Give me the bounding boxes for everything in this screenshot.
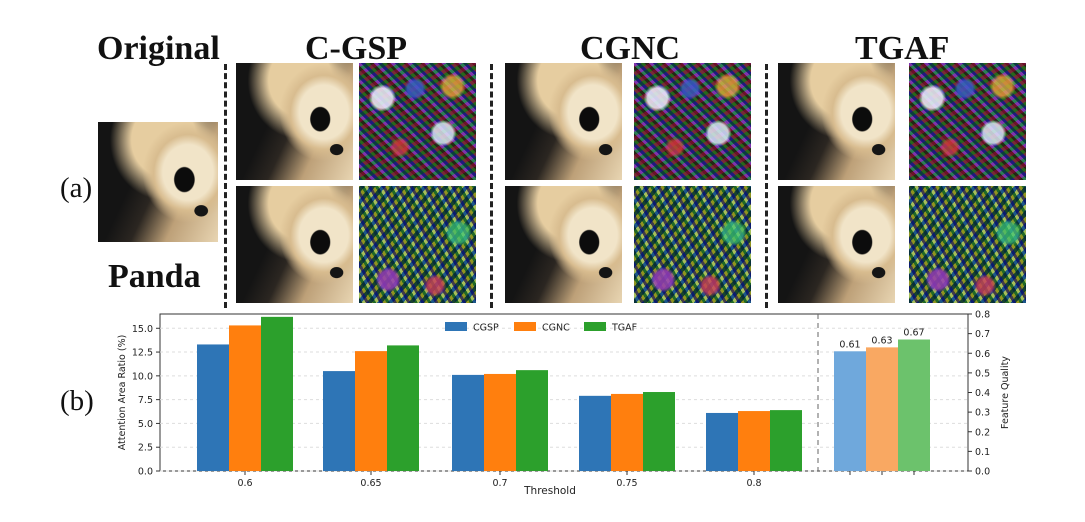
y2-axis-label: Feature Quality [1000, 356, 1011, 429]
x-tick-label: 0.6 [237, 478, 252, 489]
cgsp-adv-image-1 [236, 63, 353, 180]
panel-a-label: (a) [60, 172, 93, 204]
y2-tick-label: 0.5 [975, 368, 990, 379]
legend-swatch [514, 322, 536, 331]
cgnc-heading: CGNC [580, 30, 681, 67]
original-heading: Original [97, 30, 220, 67]
bar-cgsp [323, 371, 355, 471]
y-tick-label: 10.0 [132, 371, 153, 382]
y2-tick-label: 0.2 [975, 427, 990, 438]
y2-tick-label: 0.4 [975, 388, 990, 399]
y2-tick-label: 0.6 [975, 349, 990, 360]
tgaf-feature-image-1 [909, 63, 1026, 180]
y-tick-label: 15.0 [132, 324, 153, 335]
bar-tgaf [261, 316, 293, 471]
bar-cgsp [197, 344, 229, 471]
bar-cgsp [706, 412, 738, 471]
cgnc-feature-image-1 [634, 63, 751, 180]
legend-swatch [584, 322, 606, 331]
bar-tgaf [516, 370, 548, 471]
bar-tgaf [387, 345, 419, 471]
y-tick-label: 2.5 [138, 443, 153, 454]
tgaf-heading: TGAF [855, 30, 950, 67]
y2-tick-label: 0.7 [975, 329, 990, 340]
legend-label: TGAF [611, 323, 637, 334]
cgsp-feature-image-2 [359, 186, 476, 303]
legend-label: CGNC [542, 323, 570, 334]
panel-b-label: (b) [60, 385, 94, 417]
cgnc-adv-image-2 [505, 186, 622, 303]
bar-tgaf [770, 410, 802, 471]
divider-3 [765, 64, 768, 308]
cgnc-adv-image-1 [505, 63, 622, 180]
y2-tick-label: 0.1 [975, 447, 990, 458]
bar-cgsp [579, 395, 611, 471]
x-tick-label: 0.8 [746, 478, 761, 489]
x-tick-label: 0.75 [616, 478, 637, 489]
y2-tick-label: 0.0 [975, 467, 990, 478]
feature-quality-label: 0.63 [871, 335, 892, 346]
y-tick-label: 7.5 [138, 395, 153, 406]
bar-cgnc [484, 373, 516, 471]
feature-quality-bar [898, 339, 930, 471]
bar-cgnc [738, 411, 770, 471]
x-tick-label: 0.65 [360, 478, 381, 489]
divider-1 [224, 64, 227, 308]
legend-label: CGSP [473, 323, 499, 334]
y-tick-label: 0.0 [138, 467, 153, 478]
bar-tgaf [643, 392, 675, 471]
feature-quality-bar [834, 351, 866, 471]
panda-label: Panda [108, 258, 201, 295]
tgaf-adv-image-2 [778, 186, 895, 303]
bar-cgnc [611, 393, 643, 471]
bar-cgnc [355, 351, 387, 471]
y2-tick-label: 0.3 [975, 408, 990, 419]
cgsp-feature-image-1 [359, 63, 476, 180]
cgsp-heading: C-GSP [305, 30, 407, 67]
x-axis-label: Threshold [523, 485, 576, 497]
legend-swatch [445, 322, 467, 331]
feature-quality-bar [866, 347, 898, 471]
cgnc-feature-image-2 [634, 186, 751, 303]
y-tick-label: 5.0 [138, 419, 153, 430]
tgaf-feature-image-2 [909, 186, 1026, 303]
feature-quality-label: 0.67 [903, 328, 924, 339]
divider-2 [490, 64, 493, 308]
feature-quality-label: 0.61 [839, 339, 860, 350]
bar-cgnc [229, 325, 261, 471]
original-panda-image [98, 122, 218, 242]
y2-tick-label: 0.8 [975, 310, 990, 321]
y-tick-label: 12.5 [132, 348, 153, 359]
x-tick-label: 0.7 [492, 478, 507, 489]
tgaf-adv-image-1 [778, 63, 895, 180]
cgsp-adv-image-2 [236, 186, 353, 303]
y-axis-label: Attention Area Ratio (%) [117, 335, 128, 451]
bar-cgsp [452, 374, 484, 471]
